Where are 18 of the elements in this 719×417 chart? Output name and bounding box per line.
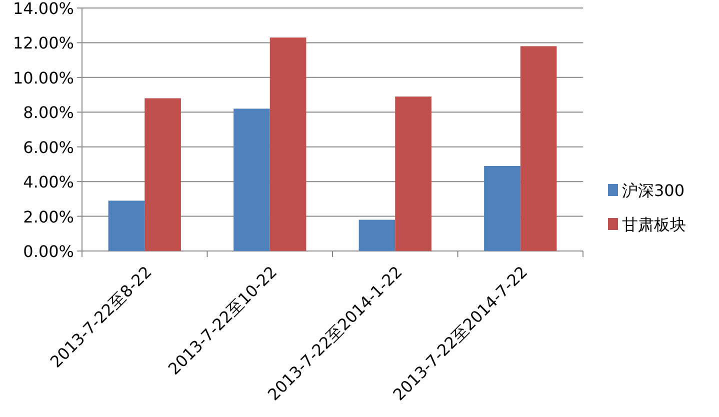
bar: [520, 46, 557, 251]
bar: [358, 220, 396, 251]
legend-label: 沪深300: [622, 181, 685, 200]
y-tick-label: 8.00%: [23, 103, 74, 122]
bar: [395, 96, 432, 251]
bar: [144, 98, 181, 251]
legend-label: 甘肃板块: [622, 215, 686, 234]
bar: [108, 200, 145, 251]
bar: [234, 108, 270, 251]
y-tick-label: 12.00%: [12, 34, 74, 53]
bar: [484, 166, 520, 251]
y-tick-label: 10.00%: [12, 68, 74, 88]
y-tick-label: 14.00%: [12, 0, 74, 18]
bar: [270, 38, 306, 251]
y-tick-label: 4.00%: [23, 172, 74, 192]
y-tick-label: 0.00%: [23, 242, 74, 261]
y-tick-label: 6.00%: [23, 138, 74, 157]
y-tick-label: 2.00%: [23, 207, 74, 226]
